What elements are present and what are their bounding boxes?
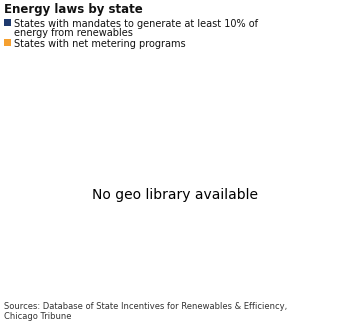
Text: Sources: Database of State Incentives for Renewables & Efficiency,
Chicago Tribu: Sources: Database of State Incentives fo… bbox=[4, 302, 287, 321]
Bar bbox=[4, 19, 11, 26]
Text: energy from renewables: energy from renewables bbox=[14, 28, 133, 38]
Text: No geo library available: No geo library available bbox=[92, 188, 258, 202]
Bar bbox=[4, 39, 11, 46]
Text: States with mandates to generate at least 10% of: States with mandates to generate at leas… bbox=[14, 19, 258, 29]
Text: States with net metering programs: States with net metering programs bbox=[14, 39, 186, 49]
Text: Energy laws by state: Energy laws by state bbox=[4, 3, 143, 16]
